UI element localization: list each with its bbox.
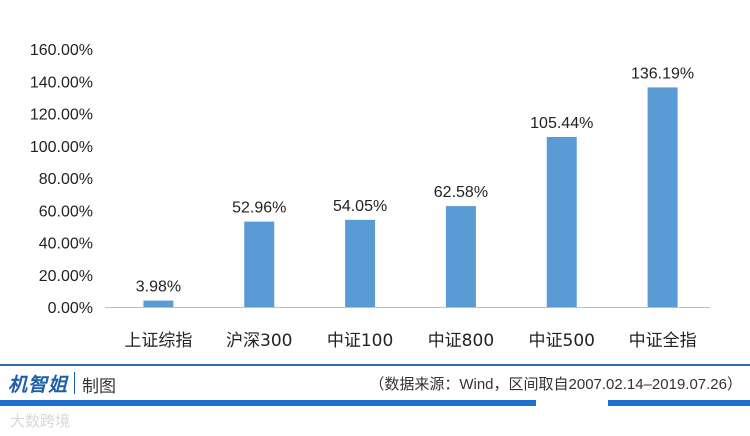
data-label: 62.58% (434, 184, 488, 201)
x-tick-label: 上证综指 (124, 331, 192, 351)
brand-logo-text: 机智姐 (8, 374, 69, 396)
y-tick-label: 100.00% (30, 139, 93, 156)
brand-suffix: 制图 (82, 377, 116, 396)
y-tick-label: 40.00% (39, 236, 93, 253)
watermark: 大数跨境 (10, 413, 71, 430)
y-tick-label: 0.00% (48, 300, 93, 317)
footer-divider (0, 364, 750, 366)
source-note: （数据来源：Wind，区间取自2007.02.14–2019.07.26） (369, 376, 742, 393)
bar-1 (244, 221, 275, 307)
footer-bar-right (608, 400, 750, 406)
bar-5 (647, 87, 678, 308)
data-label: 136.19% (631, 65, 694, 82)
y-tick-label: 140.00% (30, 74, 93, 91)
bar-3 (445, 206, 476, 307)
x-tick-label: 中证500 (529, 331, 595, 351)
data-label: 52.96% (232, 200, 286, 217)
y-tick-label: 60.00% (39, 203, 93, 220)
x-tick-label: 中证100 (327, 331, 393, 351)
y-tick-label: 160.00% (30, 42, 93, 59)
footer-bar-left (0, 400, 536, 406)
bar-0 (143, 300, 174, 307)
brand-separator (74, 372, 75, 394)
data-label: 54.05% (333, 198, 387, 215)
x-tick-label: 中证全指 (629, 331, 697, 351)
bar-4 (546, 136, 577, 307)
x-tick-label: 沪深300 (226, 331, 292, 351)
data-label: 3.98% (136, 279, 181, 296)
x-tick-label: 中证800 (428, 331, 494, 351)
y-tick-label: 20.00% (39, 268, 93, 285)
y-tick-label: 80.00% (39, 171, 93, 188)
y-tick-label: 120.00% (30, 107, 93, 124)
data-label: 105.44% (530, 115, 593, 132)
bar-chart: 0.00% 20.00% 40.00% 60.00% 80.00% 100.00% 120.… (30, 42, 710, 351)
bar-2 (345, 219, 376, 307)
